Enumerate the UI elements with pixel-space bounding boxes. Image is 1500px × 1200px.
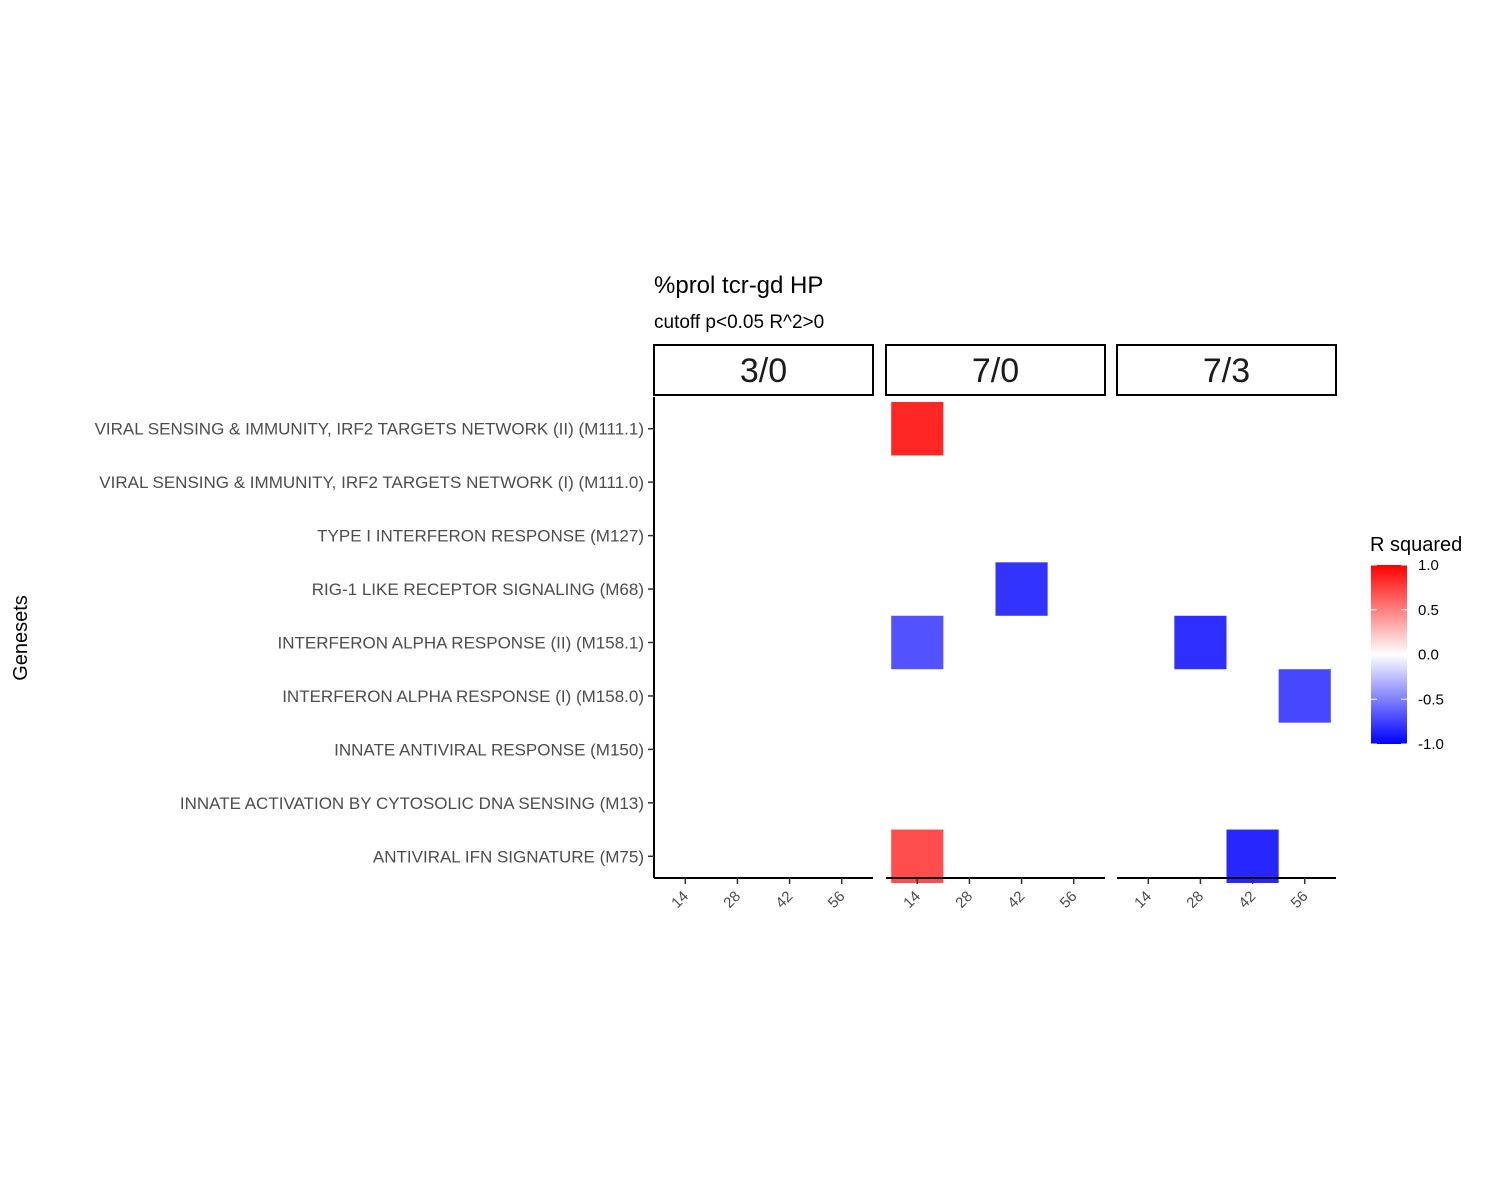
legend-tick-label: -0.5 <box>1418 691 1444 708</box>
facet-strip <box>885 344 1106 396</box>
y-tick-label: INTERFERON ALPHA RESPONSE (II) (M158.1) <box>277 634 644 653</box>
heatmap-cell <box>891 615 944 670</box>
x-tick-label: 14 <box>900 888 924 912</box>
legend-tick-label: 0.5 <box>1418 602 1439 619</box>
legend-title: R squared <box>1370 534 1462 556</box>
heatmap-cell <box>1226 829 1279 883</box>
y-tick-label: INNATE ACTIVATION BY CYTOSOLIC DNA SENSI… <box>180 794 644 813</box>
facet-label: 7/0 <box>972 352 1019 390</box>
heatmap-cell <box>1278 669 1331 723</box>
y-tick-label: TYPE I INTERFERON RESPONSE (M127) <box>317 527 644 546</box>
x-tick-label: 42 <box>1004 888 1028 912</box>
facet-strip <box>1116 344 1337 396</box>
heatmap-cell <box>891 829 944 883</box>
y-tick-label: ANTIVIRAL IFN SIGNATURE (M75) <box>373 847 644 866</box>
y-axis-title: Genesets <box>10 595 32 681</box>
x-tick-label: 14 <box>668 888 692 912</box>
x-tick-label: 42 <box>772 888 796 912</box>
color-legend: R squared 1.0 0.5 0.0 -0.5 -1.0 <box>1370 534 1462 753</box>
legend-tick-label: 0.0 <box>1418 647 1439 664</box>
facet-panel: 7/0 14 28 42 56 <box>885 344 1106 912</box>
facet-panels: 3/0 14 28 42 56 7/0 14 28 42 56 7/3 14 28 42 56 <box>653 344 1337 912</box>
facet-strip <box>653 344 874 396</box>
y-tick-label: VIRAL SENSING & IMMUNITY, IRF2 TARGETS N… <box>99 473 644 492</box>
x-tick-label: 28 <box>1183 888 1207 912</box>
chart-subtitle: cutoff p<0.05 R^2>0 <box>654 312 824 333</box>
x-tick-label: 42 <box>1235 888 1259 912</box>
legend-tick-label: 1.0 <box>1418 557 1439 574</box>
heatmap-cell <box>891 402 944 456</box>
y-tick-label: INTERFERON ALPHA RESPONSE (I) (M158.0) <box>282 687 644 706</box>
facet-label: 7/3 <box>1203 352 1250 390</box>
x-tick-label: 56 <box>1057 888 1081 912</box>
heatmap-cell <box>1174 615 1227 670</box>
heatmap-cell <box>995 562 1048 616</box>
legend-tick-label: -1.0 <box>1418 736 1444 753</box>
x-tick-label: 28 <box>952 888 976 912</box>
x-tick-label: 28 <box>720 888 744 912</box>
facet-panel: 3/0 14 28 42 56 <box>653 344 874 912</box>
y-tick-label: INNATE ANTIVIRAL RESPONSE (M150) <box>334 740 644 759</box>
facet-panel: 7/3 14 28 42 56 <box>1116 344 1337 912</box>
x-tick-label: 56 <box>825 888 849 912</box>
y-tick-label: VIRAL SENSING & IMMUNITY, IRF2 TARGETS N… <box>95 420 644 439</box>
facet-label: 3/0 <box>740 352 787 390</box>
x-tick-label: 56 <box>1288 888 1312 912</box>
y-tick-label: RIG-1 LIKE RECEPTOR SIGNALING (M68) <box>312 580 644 599</box>
x-tick-label: 14 <box>1131 888 1155 912</box>
chart-title: %prol tcr-gd HP <box>654 272 823 299</box>
y-tick-labels: VIRAL SENSING & IMMUNITY, IRF2 TARGETS N… <box>95 420 654 866</box>
